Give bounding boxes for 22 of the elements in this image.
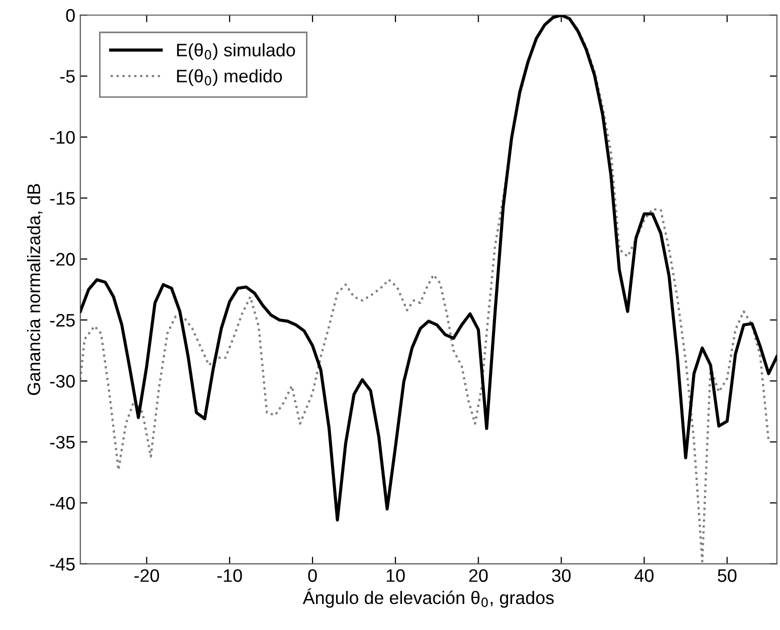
- x-axis-title: Ángulo de elevación θ$_{0}$, grados: [302, 588, 554, 608]
- x-tick-label: -20: [134, 569, 160, 582]
- y-tick-label: -15: [50, 192, 75, 205]
- x-tick-label: 40: [634, 569, 654, 582]
- x-tick-label: -10: [217, 569, 242, 582]
- y-tick-label: -35: [50, 436, 75, 449]
- y-tick-label: -25: [50, 314, 75, 327]
- legend-label: E(θ$_{0}$) simulado: [177, 43, 295, 60]
- x-tick-label: 50: [718, 569, 736, 582]
- y-tick-label: -10: [50, 130, 75, 144]
- y-tick-label: -20: [50, 252, 75, 266]
- y-axis-title: Ganancia normalizada, dB: [27, 184, 42, 395]
- x-tick-label: 20: [469, 569, 488, 582]
- x-tick-label: 0: [308, 569, 317, 582]
- legend-label: E(θ$_{0}$) medido: [177, 69, 282, 86]
- y-tick-label: -45: [50, 558, 75, 571]
- y-tick-label: 0: [66, 9, 75, 22]
- y-tick-label: -40: [50, 496, 75, 510]
- y-tick-label: -30: [50, 374, 75, 388]
- x-tick-label: 30: [552, 569, 571, 582]
- x-tick-label: 10: [386, 569, 405, 582]
- y-tick-label: -5: [60, 70, 75, 83]
